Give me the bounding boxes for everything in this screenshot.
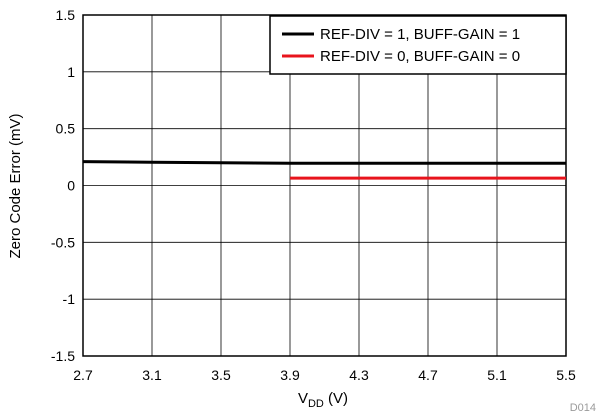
x-tick-label: 4.7 [418,367,438,383]
y-tick-label: -1 [63,291,76,307]
x-tick-labels: 2.7 3.1 3.5 3.9 4.3 4.7 5.1 5.5 [73,367,576,383]
y-tick-labels: 1.5 1 0.5 0 -0.5 -1 -1.5 [51,7,75,364]
series-line-1 [82,160,566,165]
legend-label-series-1: REF-DIV = 1, BUFF-GAIN = 1 [320,26,520,43]
series-layer [82,160,566,180]
legend-box [269,15,567,75]
figure-code-label: D014 [570,402,596,414]
x-tick-label: 3.1 [142,367,162,383]
y-tick-label: 0 [67,178,75,194]
x-tick-label: 3.5 [211,367,231,383]
y-tick-label: 1.5 [56,7,76,23]
y-tick-label: -1.5 [51,348,75,364]
legend-label-series-2: REF-DIV = 0, BUFF-GAIN = 0 [320,48,520,65]
x-tick-label: 2.7 [73,367,93,383]
y-tick-label: -0.5 [51,234,75,250]
y-tick-label: 0.5 [56,121,76,137]
legend: REF-DIV = 1, BUFF-GAIN = 1 REF-DIV = 0, … [269,15,567,75]
x-tick-label: 5.5 [556,367,576,383]
plot-frame [82,14,567,357]
x-tick-label: 5.1 [487,367,507,383]
x-axis-title: VDD (V) [298,390,348,410]
x-tick-label: 3.9 [280,367,300,383]
y-tick-label: 1 [67,64,75,80]
y-axis-title: Zero Code Error (mV) [7,113,24,258]
x-tick-label: 4.3 [349,367,369,383]
